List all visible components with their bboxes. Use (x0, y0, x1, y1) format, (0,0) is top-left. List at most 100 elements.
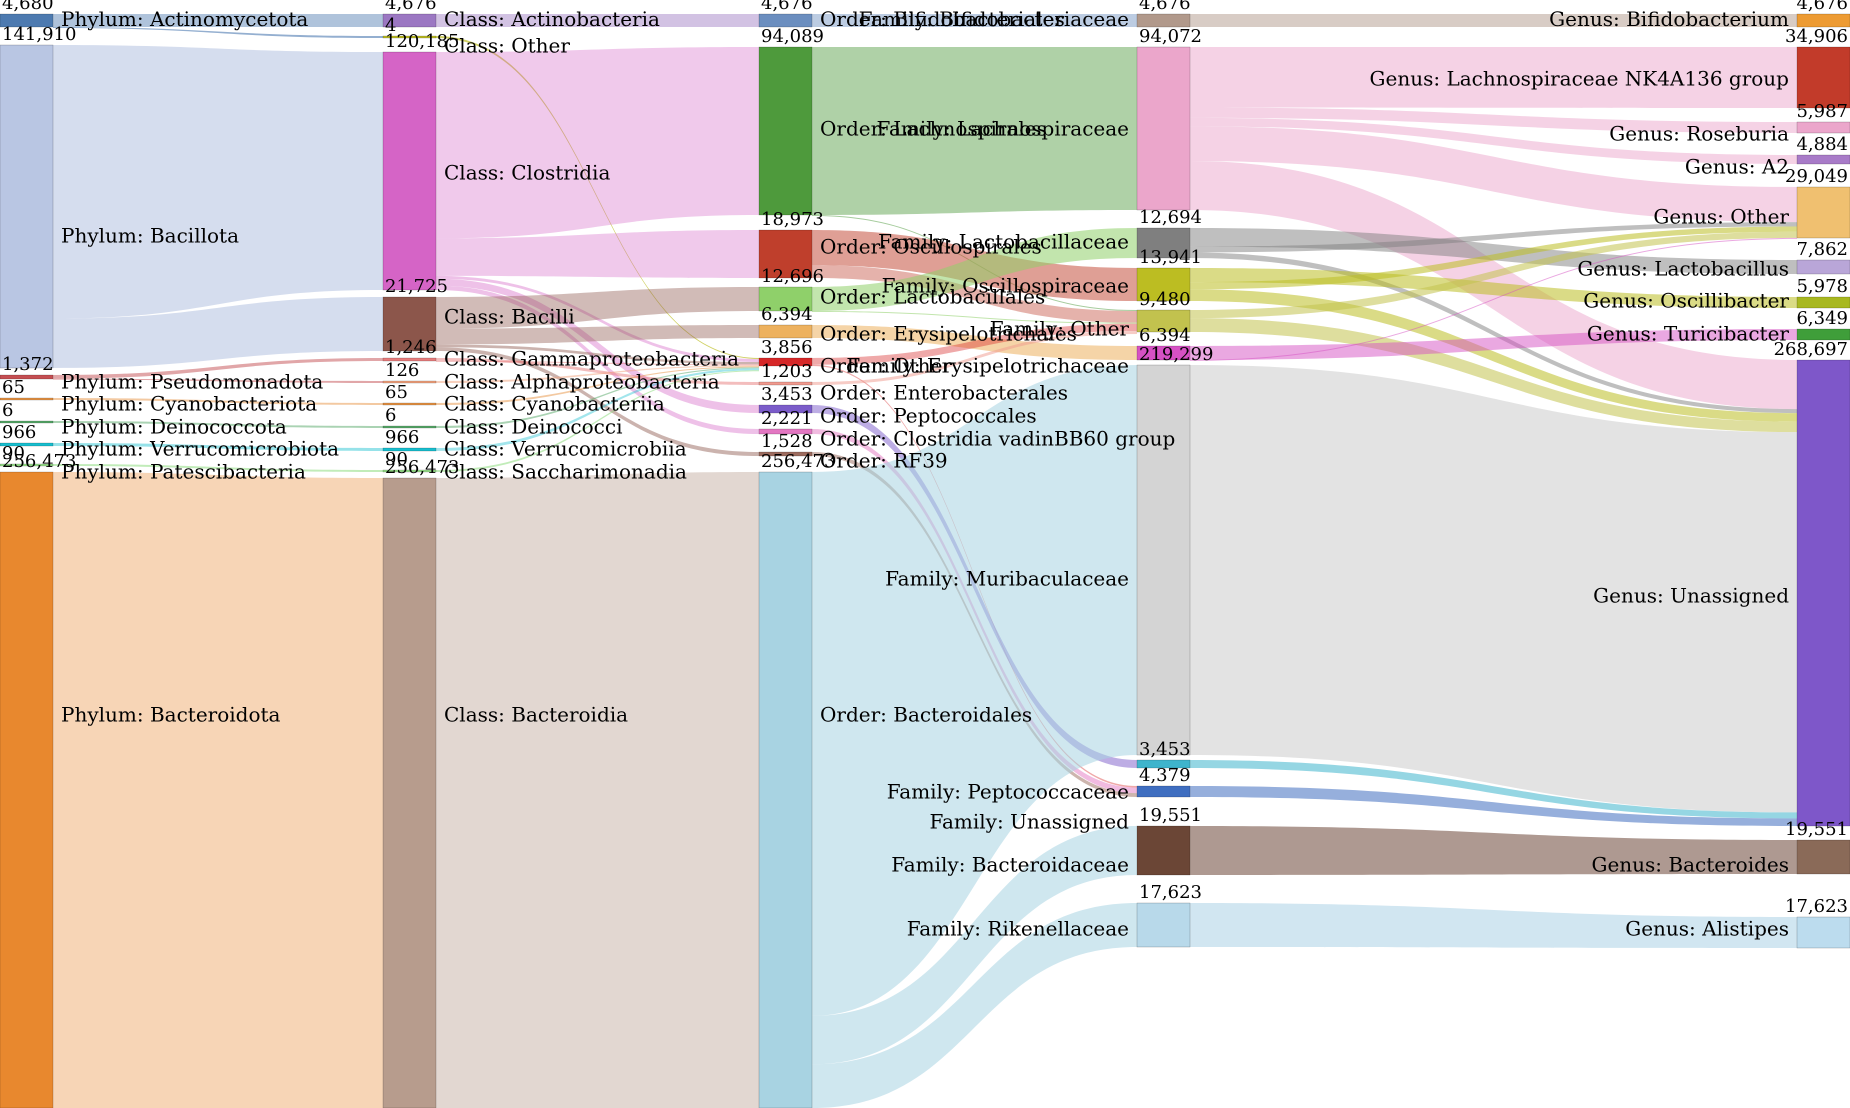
sankey-link-o_bifidobacteriales-f_bifidobacteriaceae[interactable] (812, 14, 1137, 27)
sankey-link-c_bacilli-o_other[interactable] (436, 344, 759, 365)
sankey-node-f_bacteroidaceae[interactable] (1136, 825, 1191, 876)
sankey-link-o_oscillospirales-f_other[interactable] (812, 265, 1137, 323)
sankey-link-f_bifidobacteriaceae-g_bifidobacterium[interactable] (1190, 14, 1797, 27)
sankey-link-f_erysipelotrichaceae-g_other[interactable] (1190, 237, 1797, 361)
sankey-node-f_rikenellaceae[interactable] (1136, 902, 1191, 948)
sankey-node-p_verrucomicrobiota[interactable] (0, 442, 54, 447)
sankey-node-f_unassigned[interactable] (1136, 785, 1191, 798)
sankey-node-f_other[interactable] (1136, 309, 1191, 333)
sankey-link-c_clostridia-o_lachnospirales[interactable] (436, 47, 759, 239)
sankey-node-f_bifidobacteriaceae[interactable] (1136, 13, 1191, 28)
sankey-node-c_deinococci[interactable] (382, 425, 437, 429)
sankey-link-f_lactobacillaceae-g_lactobacillus[interactable] (1190, 228, 1797, 274)
sankey-link-p_cyanobacteriota-c_cyanobacteriia[interactable] (53, 398, 383, 405)
sankey-link-p_bacillota-c_bacilli[interactable] (53, 297, 383, 368)
sankey-link-f_oscillospiraceae-g_unassigned[interactable] (1190, 289, 1797, 422)
sankey-node-o_vadinbb60[interactable] (758, 428, 813, 435)
sankey-link-f_bacteroidaceae-g_bacteroides[interactable] (1190, 826, 1797, 875)
sankey-node-p_bacteroidota[interactable] (0, 471, 54, 1108)
sankey-node-f_lactobacillaceae[interactable] (1136, 227, 1191, 259)
sankey-node-f_erysipelotrichaceae[interactable] (1136, 345, 1191, 361)
sankey-node-c_other[interactable] (382, 35, 437, 39)
sankey-link-p_bacillota-c_clostridia[interactable] (53, 45, 383, 319)
sankey-node-f_muribaculaceae[interactable] (1136, 364, 1191, 756)
sankey-node-f_peptococcaceae[interactable] (1136, 759, 1191, 769)
sankey-link-c_other-o_other[interactable] (436, 36, 759, 359)
sankey-link-c_bacteroidia-o_bacteroidales[interactable] (436, 472, 759, 1108)
sankey-link-c_bacilli-o_rf39[interactable] (436, 347, 759, 456)
sankey-node-c_cyanobacteriia[interactable] (382, 402, 437, 406)
sankey-link-f_rikenellaceae-g_alistipes[interactable] (1190, 903, 1797, 948)
sankey-node-c_alphaproteobacteria[interactable] (382, 380, 437, 384)
sankey-link-o_lactobacillales-f_other[interactable] (812, 310, 1137, 324)
sankey-node-p_pseudomonadota[interactable] (0, 374, 54, 380)
sankey-node-g_a2[interactable] (1796, 154, 1850, 165)
sankey-link-o_bacteroidales-f_bacteroidaceae[interactable] (812, 826, 1137, 1065)
sankey-node-o_other[interactable] (758, 357, 813, 367)
sankey-node-o_lactobacillales[interactable] (758, 286, 813, 312)
sankey-node-g_nk4a136[interactable] (1796, 46, 1850, 109)
sankey-node-o_enterobacterales[interactable] (758, 381, 813, 386)
sankey-link-o_lachnospirales-f_lachnospiraceae[interactable] (812, 47, 1137, 215)
sankey-node-o_bifidobacteriales[interactable] (758, 13, 813, 28)
sankey-node-p_patescibacteria[interactable] (0, 463, 54, 467)
sankey-link-f_other-g_other[interactable] (1190, 231, 1797, 319)
sankey-link-o_bacteroidales-f_rikenellaceae[interactable] (812, 903, 1137, 1108)
sankey-node-g_lactobacillus[interactable] (1796, 259, 1850, 275)
sankey-link-c_gammaproteobacteria-o_other[interactable] (436, 360, 759, 366)
sankey-node-o_peptococcales[interactable] (758, 404, 813, 414)
sankey-link-c_clostridia-o_vadinbb60[interactable] (436, 285, 759, 434)
sankey-node-g_turicibacter[interactable] (1796, 328, 1850, 341)
sankey-node-o_lachnospirales[interactable] (758, 46, 813, 216)
sankey-node-c_saccharimonadia[interactable] (382, 469, 437, 473)
sankey-link-p_deinococcota-c_deinococci[interactable] (53, 421, 383, 428)
sankey-node-g_other[interactable] (1796, 186, 1850, 239)
sankey-node-g_oscillibacter[interactable] (1796, 296, 1850, 309)
sankey-link-c_clostridia-o_oscillospirales[interactable] (436, 230, 759, 278)
sankey-node-g_bacteroides[interactable] (1796, 839, 1850, 875)
sankey-link-o_erysipelotrichales-f_erysipelotrichaceae[interactable] (812, 325, 1137, 360)
sankey-link-c_bacilli-o_erysipelotrichales[interactable] (436, 325, 759, 345)
sankey-link-c_deinococci-o_other[interactable] (436, 367, 759, 428)
sankey-node-g_bifidobacterium[interactable] (1796, 13, 1850, 28)
sankey-link-o_enterobacterales-f_other[interactable] (812, 331, 1137, 385)
sankey-link-c_saccharimonadia-o_other[interactable] (436, 370, 759, 472)
sankey-node-c_gammaproteobacteria[interactable] (382, 357, 437, 362)
sankey-node-p_actinomycetota[interactable] (0, 13, 54, 28)
sankey-link-o_other-f_other[interactable] (812, 323, 1137, 365)
sankey-node-g_unassigned[interactable] (1796, 359, 1850, 827)
sankey-node-o_bacteroidales[interactable] (758, 471, 813, 1108)
sankey-link-o_lactobacillales-f_lactobacillaceae[interactable] (812, 228, 1137, 311)
sankey-node-g_roseburia[interactable] (1796, 121, 1850, 134)
sankey-node-o_oscillospirales[interactable] (758, 229, 813, 279)
sankey-link-f_lachnospiraceae-g_other[interactable] (1190, 126, 1797, 223)
sankey-link-c_gammaproteobacteria-o_enterobacterales[interactable] (436, 358, 759, 385)
sankey-link-c_bacilli-o_lactobacillales[interactable] (436, 287, 759, 329)
sankey-node-c_bacteroidia[interactable] (382, 477, 437, 1108)
sankey-link-f_lactobacillaceae-g_unassigned[interactable] (1190, 252, 1797, 414)
sankey-link-p_pseudomonadota-c_gammaproteobacteria[interactable] (53, 358, 383, 379)
sankey-link-c_clostridia-o_peptococcales[interactable] (436, 278, 759, 413)
sankey-link-f_peptococcaceae-g_unassigned[interactable] (1190, 760, 1797, 819)
sankey-link-c_clostridia-o_other[interactable] (436, 275, 759, 363)
sankey-link-p_bacteroidota-c_bacteroidia[interactable] (53, 472, 383, 1108)
sankey-node-o_erysipelotrichales[interactable] (758, 324, 813, 339)
sankey-node-g_alistipes[interactable] (1796, 916, 1850, 949)
sankey-node-p_cyanobacteriota[interactable] (0, 397, 54, 401)
sankey-link-f_other-g_unassigned[interactable] (1190, 318, 1797, 433)
sankey-node-o_rf39[interactable] (758, 451, 813, 457)
sankey-node-f_lachnospiraceae[interactable] (1136, 46, 1191, 211)
sankey-link-p_pseudomonadota-c_alphaproteobacteria[interactable] (53, 378, 383, 383)
sankey-link-f_muribaculaceae-g_unassigned[interactable] (1190, 365, 1797, 813)
sankey-node-c_clostridia[interactable] (382, 51, 437, 291)
sankey-link-f_oscillospiraceae-g_other[interactable] (1190, 226, 1797, 290)
sankey-link-p_patescibacteria-c_saccharimonadia[interactable] (53, 464, 383, 472)
sankey-link-o_bacteroidales-f_muribaculaceae[interactable] (812, 365, 1137, 1016)
sankey-link-f_lachnospiraceae-g_roseburia[interactable] (1190, 107, 1797, 133)
sankey-link-f_lachnospiraceae-g_nk4a136[interactable] (1190, 47, 1797, 108)
sankey-link-c_alphaproteobacteria-o_other[interactable] (436, 365, 759, 383)
sankey-link-c_actinobacteria-o_bifidobacteriales[interactable] (436, 14, 759, 27)
sankey-node-f_oscillospiraceae[interactable] (1136, 267, 1191, 302)
sankey-link-c_verrucomicrobiia-o_other[interactable] (436, 368, 759, 451)
sankey-link-c_cyanobacteriia-o_other[interactable] (436, 366, 759, 405)
